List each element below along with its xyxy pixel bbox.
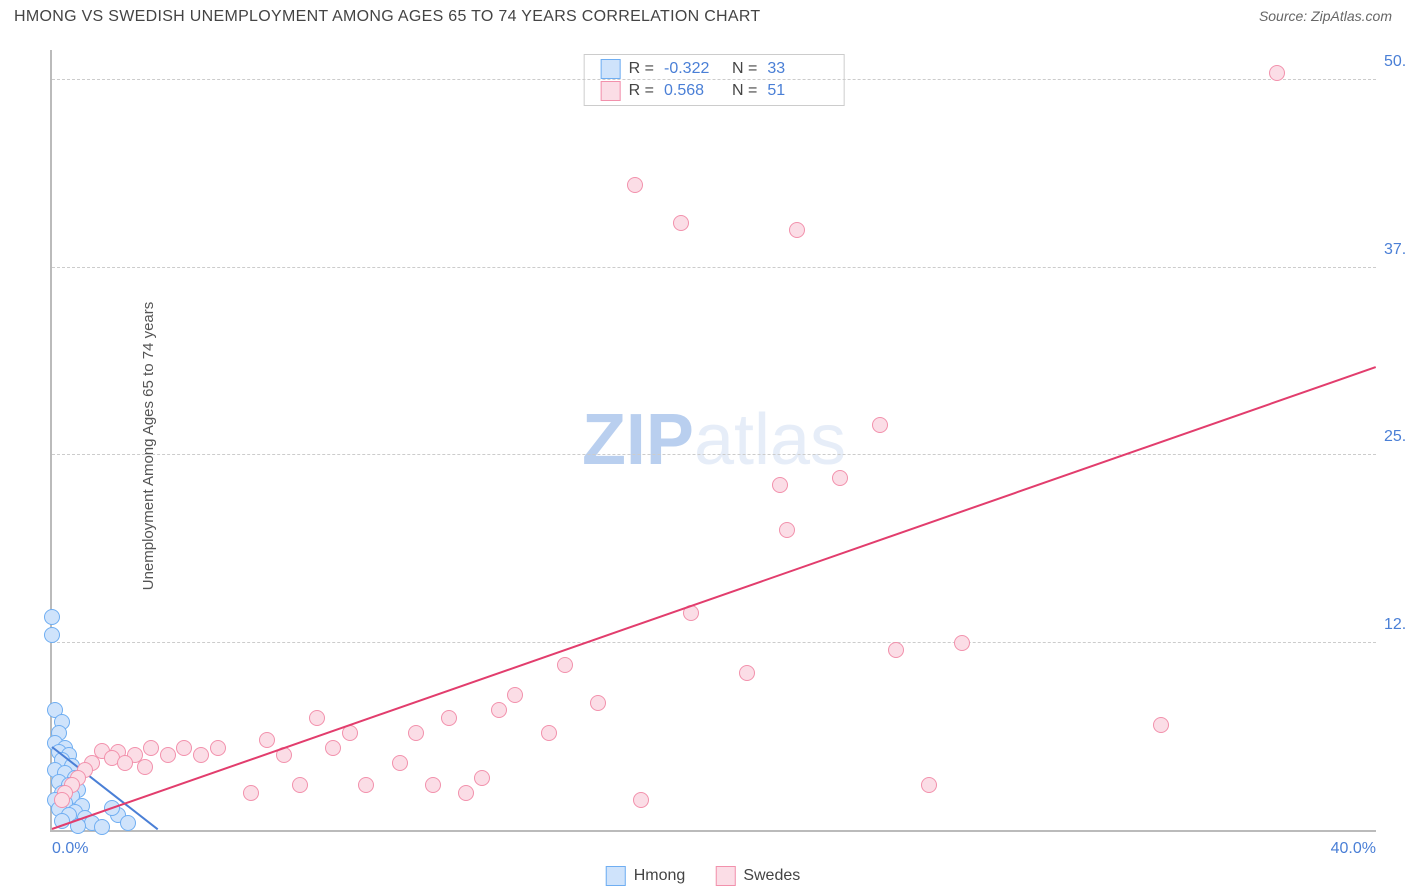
scatter-point — [673, 215, 689, 231]
scatter-point — [325, 740, 341, 756]
scatter-point — [491, 702, 507, 718]
scatter-point — [292, 777, 308, 793]
swatch-swedes — [715, 866, 735, 886]
stats-row-swedes: R = 0.568 N = 51 — [601, 81, 828, 101]
trend-line — [52, 366, 1377, 830]
scatter-point — [408, 725, 424, 741]
swatch-hmong — [601, 59, 621, 79]
scatter-point — [789, 222, 805, 238]
scatter-point — [541, 725, 557, 741]
legend-item-hmong: Hmong — [606, 866, 686, 886]
scatter-point — [193, 747, 209, 763]
scatter-point — [259, 732, 275, 748]
scatter-point — [358, 777, 374, 793]
scatter-point — [117, 755, 133, 771]
ytick-label: 12.5% — [1384, 616, 1406, 634]
bottom-legend: Hmong Swedes — [606, 866, 801, 886]
gridline — [52, 454, 1376, 455]
scatter-point — [832, 470, 848, 486]
xtick-label: 0.0% — [52, 840, 88, 858]
scatter-point — [1269, 65, 1285, 81]
scatter-point — [921, 777, 937, 793]
scatter-point — [888, 642, 904, 658]
ytick-label: 37.5% — [1384, 241, 1406, 259]
watermark: ZIPatlas — [582, 399, 846, 481]
scatter-point — [507, 687, 523, 703]
scatter-point — [137, 759, 153, 775]
scatter-point — [44, 627, 60, 643]
ytick-label: 50.0% — [1384, 53, 1406, 71]
scatter-point — [425, 777, 441, 793]
xtick-label: 40.0% — [1331, 840, 1376, 858]
scatter-point — [309, 710, 325, 726]
scatter-point — [392, 755, 408, 771]
scatter-point — [779, 522, 795, 538]
scatter-point — [54, 792, 70, 808]
scatter-point — [627, 177, 643, 193]
scatter-point — [872, 417, 888, 433]
source-label: Source: ZipAtlas.com — [1259, 8, 1392, 24]
scatter-point — [243, 785, 259, 801]
gridline — [52, 79, 1376, 80]
scatter-point — [120, 815, 136, 831]
scatter-point — [739, 665, 755, 681]
scatter-chart: ZIPatlas R = -0.322 N = 33 R = 0.568 N =… — [50, 50, 1376, 832]
scatter-point — [143, 740, 159, 756]
scatter-point — [633, 792, 649, 808]
scatter-point — [94, 819, 110, 835]
scatter-point — [210, 740, 226, 756]
gridline — [52, 642, 1376, 643]
swatch-swedes — [601, 81, 621, 101]
scatter-point — [160, 747, 176, 763]
gridline — [52, 267, 1376, 268]
stats-row-hmong: R = -0.322 N = 33 — [601, 59, 828, 79]
scatter-point — [590, 695, 606, 711]
scatter-point — [557, 657, 573, 673]
header: HMONG VS SWEDISH UNEMPLOYMENT AMONG AGES… — [0, 0, 1406, 26]
scatter-point — [772, 477, 788, 493]
scatter-point — [474, 770, 490, 786]
scatter-point — [458, 785, 474, 801]
ytick-label: 25.0% — [1384, 428, 1406, 446]
scatter-point — [176, 740, 192, 756]
scatter-point — [441, 710, 457, 726]
legend-item-swedes: Swedes — [715, 866, 800, 886]
scatter-point — [44, 609, 60, 625]
scatter-point — [1153, 717, 1169, 733]
swatch-hmong — [606, 866, 626, 886]
stats-box: R = -0.322 N = 33 R = 0.568 N = 51 — [584, 54, 845, 106]
chart-title: HMONG VS SWEDISH UNEMPLOYMENT AMONG AGES… — [14, 8, 761, 26]
scatter-point — [954, 635, 970, 651]
